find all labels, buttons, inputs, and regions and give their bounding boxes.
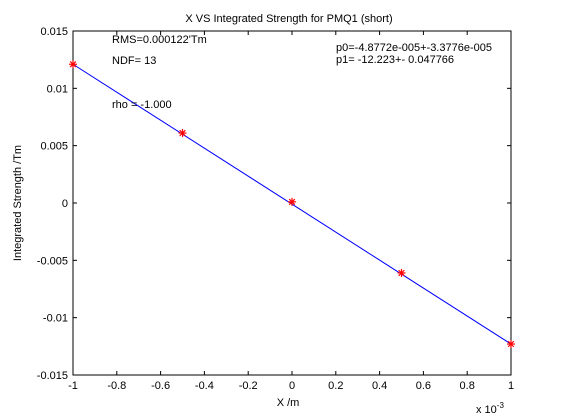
y-tick-label: 0.015 (40, 26, 68, 38)
x-tick-layer: -1 -0.8 -0.6 -0.4 -0.2 0 0.2 0.4 0.6 0.8 1 (68, 31, 514, 392)
y-tick-label: -0.005 (37, 255, 68, 267)
data-point-2 (178, 129, 187, 138)
ndf-annotation: NDF= 13 (112, 55, 156, 67)
rho-annotation: rho = -1.000 (112, 99, 172, 111)
y-tick-label: 0.005 (40, 141, 68, 153)
x-axis-label: X /m (277, 397, 300, 409)
data-point-1 (69, 60, 77, 69)
y-tick-layer: 0.015 0.01 0.005 0 -0.005 -0.01 -0.015 (37, 26, 511, 382)
y-axis-label: Integrated Strength /Tm (12, 145, 24, 261)
x-tick-label: -0.6 (151, 380, 170, 392)
x-tick-label: 0 (289, 380, 295, 392)
y-tick-label: -0.01 (43, 313, 68, 325)
x-tick-label: -1 (68, 380, 78, 392)
chart-title: X VS Integrated Strength for PMQ1 (short… (185, 13, 392, 25)
y-tick-label: 0.01 (47, 83, 68, 95)
x-tick-label: -0.8 (107, 380, 126, 392)
x-tick-label: 0.8 (460, 380, 475, 392)
x-exponent-base: x 10 (476, 404, 497, 416)
marker-layer (69, 60, 515, 349)
x-tick-label: -0.4 (195, 380, 214, 392)
p1-annotation: p1= -12.223+- 0.047766 (336, 54, 454, 66)
data-point-5 (507, 340, 515, 349)
x-tick-label: 0.6 (416, 380, 431, 392)
x-tick-label: 0.2 (328, 380, 343, 392)
x-exponent-label: x 10-3 (476, 401, 504, 416)
data-point-4 (397, 268, 406, 277)
x-tick-label: -0.2 (239, 380, 258, 392)
x-tick-label: 0.4 (372, 380, 387, 392)
x-exponent-power: -3 (497, 401, 505, 410)
data-point-3 (288, 197, 296, 206)
rms-annotation: RMS=0.000122'Tm (112, 34, 207, 46)
p0-annotation: p0=-4.8772e-005+-3.3776e-005 (336, 42, 492, 54)
x-tick-label: 1 (508, 380, 514, 392)
y-tick-label: -0.015 (37, 370, 68, 382)
y-tick-label: 0 (62, 198, 68, 210)
